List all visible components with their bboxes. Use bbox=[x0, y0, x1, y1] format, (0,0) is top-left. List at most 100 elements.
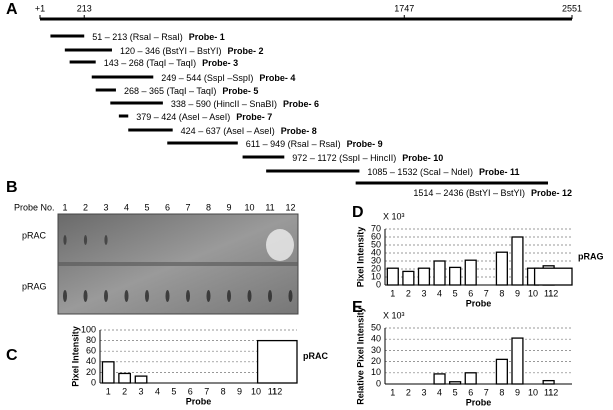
y-tick-label: 40 bbox=[86, 356, 96, 366]
panel-letter: E bbox=[352, 299, 363, 316]
probe-text: 120 – 346 (BstYI – BstYI) Probe- 2 bbox=[120, 46, 264, 56]
x-tick-label: 9 bbox=[237, 386, 242, 396]
blot-band bbox=[145, 290, 149, 302]
y-tick-label: 20 bbox=[371, 263, 381, 273]
x-tick-label: 2 bbox=[406, 387, 411, 397]
lane-label: 11 bbox=[265, 202, 274, 212]
probe-range: 143 – 268 (TaqI – TaqI) bbox=[104, 58, 196, 68]
x-axis-label: Probe bbox=[466, 397, 492, 407]
blot-band bbox=[227, 290, 231, 302]
blot-divider bbox=[58, 262, 298, 266]
blot-band bbox=[247, 290, 252, 302]
probe-range: 120 – 346 (BstYI – BstYI) bbox=[120, 46, 222, 56]
blot-band bbox=[288, 290, 293, 302]
y-tick-label: 20 bbox=[86, 367, 96, 377]
x-tick-label: 2 bbox=[122, 386, 127, 396]
blot-band bbox=[63, 290, 67, 302]
x-tick-label: 9 bbox=[515, 387, 520, 397]
probe-name: Probe- 8 bbox=[281, 126, 317, 136]
x-tick-label: 5 bbox=[453, 288, 458, 298]
x-tick-label: 1 bbox=[106, 386, 111, 396]
x-tick-label: 11 bbox=[268, 386, 277, 396]
probe-range: 268 – 365 (TaqI – TaqI) bbox=[124, 86, 216, 96]
x-axis-label: Probe bbox=[466, 298, 492, 308]
blot-band bbox=[83, 290, 88, 302]
x-tick-label: 3 bbox=[421, 288, 426, 298]
blot-band bbox=[83, 235, 88, 245]
x-tick-label: 9 bbox=[515, 288, 520, 298]
x-tick-label: 7 bbox=[204, 386, 209, 396]
x-tick-label: 6 bbox=[468, 387, 473, 397]
probe-range: 379 – 424 (AseI – AseI) bbox=[136, 112, 230, 122]
y-tick-label: 10 bbox=[371, 367, 381, 377]
bar bbox=[533, 267, 573, 286]
bar bbox=[101, 361, 115, 384]
bar bbox=[495, 251, 508, 286]
blot-band bbox=[268, 290, 272, 302]
y-axis-label: Pixel Intensity bbox=[355, 227, 365, 288]
bar bbox=[134, 375, 148, 384]
bar bbox=[464, 259, 477, 286]
y-tick-label: 20 bbox=[371, 356, 381, 366]
blot-band bbox=[124, 290, 129, 302]
x-tick-label: 2 bbox=[406, 288, 411, 298]
y-tick-label: 70 bbox=[371, 223, 381, 233]
y-tick-label: 30 bbox=[371, 255, 381, 265]
probe-text: 338 – 590 (HincII – SnaBI) Probe- 6 bbox=[171, 99, 319, 109]
y-tick-label: 60 bbox=[371, 231, 381, 241]
x-tick-label: 4 bbox=[155, 386, 160, 396]
lane-label: 2 bbox=[83, 202, 88, 212]
lane-label: 8 bbox=[206, 202, 211, 212]
probe-name: Probe- 4 bbox=[259, 73, 295, 83]
blot-band bbox=[104, 290, 108, 302]
bar bbox=[433, 373, 446, 385]
row-annotation: pRAG bbox=[578, 251, 604, 261]
y-tick-label: 0 bbox=[376, 279, 381, 289]
x-tick-label: 1 bbox=[390, 387, 395, 397]
x-tick-label: 11 bbox=[544, 288, 553, 298]
probe-name: Probe- 9 bbox=[347, 139, 383, 149]
x-axis-label: Probe bbox=[186, 396, 212, 406]
row-label: pRAG bbox=[22, 281, 47, 291]
probe-range: 972 – 1172 (SspI – HincII) bbox=[292, 153, 396, 163]
x-tick-label: 4 bbox=[437, 288, 442, 298]
probe-text: 379 – 424 (AseI – AseI) Probe- 7 bbox=[136, 112, 272, 122]
lane-label: 1 bbox=[62, 202, 67, 212]
y-tick-label: 50 bbox=[371, 322, 381, 332]
x-tick-label: 3 bbox=[139, 386, 144, 396]
x-tick-label: 12 bbox=[272, 386, 282, 396]
x-tick-label: 6 bbox=[188, 386, 193, 396]
bar bbox=[417, 267, 431, 286]
panel-letter: C bbox=[6, 347, 18, 364]
unit-label: X 10³ bbox=[383, 310, 405, 320]
probe-text: 51 – 213 (RsaI – RsaI) Probe- 1 bbox=[92, 32, 225, 42]
bar bbox=[511, 337, 524, 385]
y-tick-label: 40 bbox=[371, 334, 381, 344]
x-tick-label: 12 bbox=[548, 387, 558, 397]
probe-range: 249 – 544 (SspI –SspI) bbox=[161, 73, 253, 83]
bar bbox=[402, 270, 415, 286]
blot-band bbox=[206, 290, 211, 302]
bar bbox=[118, 372, 132, 384]
x-tick-label: 5 bbox=[453, 387, 458, 397]
lane-label: 12 bbox=[285, 202, 295, 212]
probe-name: Probe- 5 bbox=[222, 86, 258, 96]
y-axis-label: Pixel Intensity bbox=[70, 326, 80, 387]
probe-text: 268 – 365 (TaqI – TaqI) Probe- 5 bbox=[124, 86, 258, 96]
y-tick-label: 60 bbox=[86, 346, 96, 356]
probe-name: Probe- 10 bbox=[402, 153, 443, 163]
probe-range: 424 – 637 (AseI – AseI) bbox=[181, 126, 275, 136]
blot-band bbox=[104, 235, 108, 245]
y-tick-label: 10 bbox=[371, 271, 381, 281]
map-tick-label: 1747 bbox=[394, 3, 414, 13]
x-tick-label: 10 bbox=[251, 386, 261, 396]
probe-text: 611 – 949 (RsaI – RsaI) Probe- 9 bbox=[246, 139, 383, 149]
probe-text: 424 – 637 (AseI – AseI) Probe- 8 bbox=[181, 126, 317, 136]
row-annotation: pRAC bbox=[303, 351, 328, 361]
x-tick-label: 12 bbox=[548, 288, 558, 298]
x-tick-label: 11 bbox=[544, 387, 553, 397]
lane-label: 9 bbox=[226, 202, 231, 212]
x-tick-label: 3 bbox=[421, 387, 426, 397]
bar bbox=[464, 372, 477, 385]
